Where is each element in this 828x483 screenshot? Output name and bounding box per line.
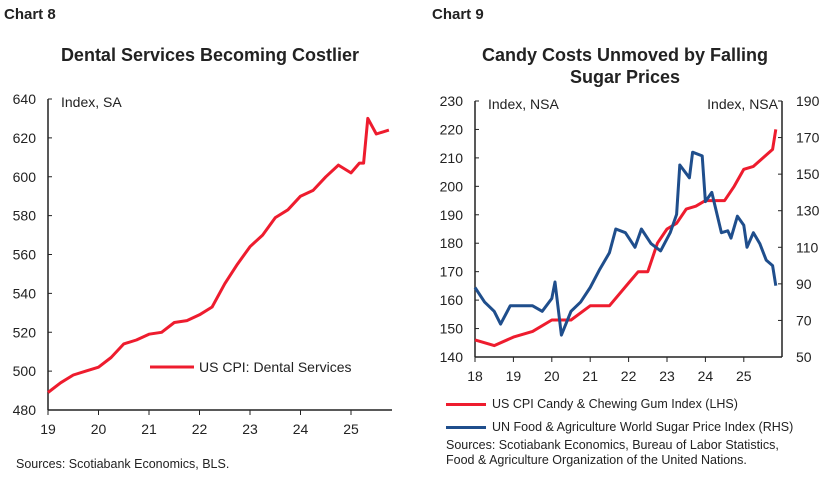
y-tick-label-right: 50 [796,349,812,365]
y-tick-label: 200 [440,178,464,194]
y-tick-label: 620 [13,130,37,146]
legend-item-sugar: UN Food & Agriculture World Sugar Price … [446,420,793,434]
x-tick-label: 19 [40,421,56,437]
y-axis-unit-label: Index, NSA [488,96,559,112]
y-tick-label: 500 [13,363,37,379]
y-tick-label: 520 [13,324,37,340]
chart8-title: Dental Services Becoming Costlier [60,45,360,65]
series-line-0-0 [47,116,390,394]
y-tick-label: 140 [440,349,464,365]
x-tick-label: 25 [343,421,359,437]
legend-item-candy: US CPI Candy & Chewing Gum Index (LHS) [446,397,738,411]
x-tick-label: 22 [621,368,637,384]
y-tick-label: 600 [13,169,37,185]
legend-swatch [446,425,486,429]
y-tick-label-right: 90 [796,276,812,292]
chart9-title: Candy Costs Unmoved by Falling Sugar Pri… [481,45,769,87]
y-tick-label: 180 [440,235,464,251]
y-tick-label: 150 [440,321,464,337]
y-tick-label-right: 70 [796,312,812,328]
y-tick-label: 220 [440,121,464,137]
legend-label: UN Food & Agriculture World Sugar Price … [492,420,794,434]
x-tick-label: 24 [698,368,714,384]
y-tick-label: 540 [13,285,37,301]
y-tick-label: 480 [13,402,37,418]
legend-swatch [446,402,486,406]
chart8-source: Sources: Scotiabank Economics, BLS. [16,457,230,471]
series-line-1-0 [474,129,778,348]
y-tick-label-right: 170 [796,130,820,146]
y-axis-unit-label: Index, SA [61,94,122,110]
y-tick-label-right: 190 [796,93,820,109]
x-tick-label: 25 [736,368,752,384]
chart9-source: Sources: Scotiabank Economics, Bureau of… [446,438,779,467]
x-tick-label: 23 [659,368,675,384]
y-tick-label: 640 [13,91,37,107]
y-tick-label-right: 110 [796,239,819,255]
x-tick-label: 24 [293,421,309,437]
x-tick-label: 21 [582,368,598,384]
y-tick-label: 190 [440,207,464,223]
x-tick-label: 21 [141,421,157,437]
y-tick-label: 160 [440,292,464,308]
y-tick-label: 580 [13,208,37,224]
y-tick-label-right: 130 [796,203,820,219]
series-line-1-1 [473,150,778,337]
y-tick-label: 170 [440,264,464,280]
x-tick-label: 20 [544,368,560,384]
y-tick-label: 230 [440,93,464,109]
x-tick-label: 20 [91,421,107,437]
legend-label: US CPI Candy & Chewing Gum Index (LHS) [492,397,738,411]
y-axis-unit-label-right: Index, NSA [707,96,778,112]
chart9-label: Chart 9 [432,6,484,23]
y-tick-label: 560 [13,247,37,263]
y-tick-label: 210 [440,150,464,166]
chart8-label: Chart 8 [4,6,56,23]
y-tick-label-right: 150 [796,166,820,182]
x-tick-label: 18 [467,368,483,384]
legend-label-dental: US CPI: Dental Services [199,359,352,375]
x-tick-label: 22 [192,421,208,437]
x-tick-label: 19 [506,368,522,384]
x-tick-label: 23 [242,421,258,437]
